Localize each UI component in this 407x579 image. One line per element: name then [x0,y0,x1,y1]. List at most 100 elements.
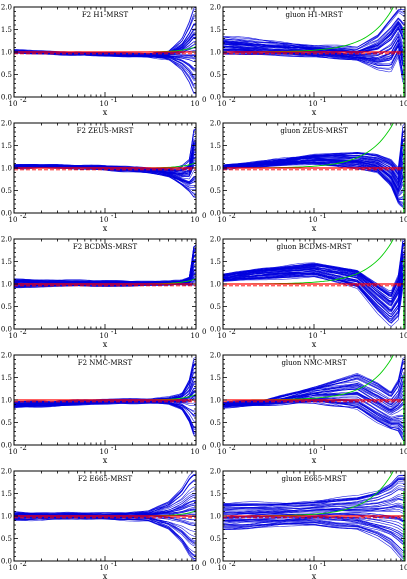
x-tick-exponent: -2 [229,444,236,452]
band-curve [223,49,405,74]
band-curve [223,9,405,48]
y-tick-label: 0.5 [210,303,221,311]
y-tick-label: 0.5 [1,303,12,311]
band-curve [223,273,405,320]
band-curve [14,516,196,557]
band-curve [223,276,405,327]
band-curve [223,273,405,318]
band-curve [14,251,196,285]
band-curve [14,128,196,169]
y-tick-label: 0.0 [210,94,221,102]
y-tick-label: 0.0 [210,442,221,450]
x-tick-label: 10 [100,564,109,572]
band-curve [223,253,405,302]
band-curve [14,248,196,285]
band-curve [223,487,405,510]
panel-curves [14,471,196,561]
x-tick-exponent: 0 [202,328,206,336]
panel: 0.00.51.01.52.010-210-1100xgluon H1-MRST [210,4,407,118]
x-axis-title: x [312,456,317,465]
x-tick-exponent: -1 [111,560,118,568]
y-tick-label: 0.0 [1,326,12,334]
panel-title: gluon BCDMS-MRST [277,243,352,251]
panel-title: F2 BCDMS-MRST [73,243,138,251]
y-tick-label: 0.0 [1,442,12,450]
x-tick-exponent: -1 [111,212,118,220]
x-tick-label: 10 [9,100,18,108]
y-tick-label: 1.0 [1,397,12,405]
band-curve [223,130,405,172]
x-tick-label: 10 [218,100,227,108]
band-curve [14,254,196,284]
x-axis-title: x [312,340,317,349]
band-curve [14,364,196,404]
y-tick-label: 1.5 [1,258,12,266]
band-curve [223,394,405,414]
x-axis-title: x [103,456,108,465]
x-tick-label: 10 [218,564,227,572]
band-curve [14,129,196,170]
y-tick-label: 1.0 [210,397,221,405]
band-curve [14,401,196,433]
y-tick-label: 1.0 [210,49,221,57]
y-tick-label: 0.0 [1,210,12,218]
x-tick-exponent: -2 [20,328,27,336]
y-tick-label: 1.0 [210,165,221,173]
y-tick-label: 2.0 [1,120,12,128]
x-tick-label: 10 [218,216,227,224]
band-curve [14,248,196,284]
x-tick-label: 10 [309,216,318,224]
panel-curves [14,7,196,95]
y-tick-label: 1.0 [210,281,221,289]
x-tick-exponent: 0 [202,212,206,220]
y-tick-label: 1.0 [210,513,221,521]
band-curve [14,250,196,284]
band-curve [223,39,405,58]
y-tick-label: 1.0 [1,281,12,289]
panel-title: F2 ZEUS-MRST [77,127,134,135]
x-tick-label: 10 [100,100,109,108]
band-curve [14,486,196,516]
y-tick-label: 1.5 [210,374,221,382]
band-curve [14,23,196,55]
x-tick-label: 10 [191,216,200,224]
band-curve [223,475,405,506]
x-tick-label: 10 [191,100,200,108]
x-axis-title: x [103,108,108,117]
y-tick-label: 1.5 [1,490,12,498]
band-curve [14,362,196,404]
y-tick-label: 1.5 [1,26,12,34]
panel-curves [14,127,196,198]
band-curve [14,516,196,545]
band-curve [223,516,405,535]
x-tick-label: 10 [9,448,18,456]
y-tick-label: 0.0 [210,326,221,334]
band-curve [14,247,196,283]
panel-curves [223,471,405,561]
x-tick-label: 10 [400,100,407,108]
y-tick-label: 0.0 [210,210,221,218]
x-tick-exponent: -1 [320,444,327,452]
x-tick-label: 10 [9,564,18,572]
y-tick-label: 1.5 [210,142,221,150]
y-tick-label: 1.5 [210,26,221,34]
y-tick-label: 2.0 [210,468,221,476]
band-curve [14,253,196,285]
band-curve [14,141,196,171]
y-tick-label: 0.0 [210,558,221,566]
panel-curves [14,356,196,437]
x-tick-label: 10 [191,448,200,456]
band-curve [223,494,405,510]
y-tick-label: 1.5 [1,142,12,150]
band-curve [14,516,196,556]
x-axis-title: x [312,224,317,233]
band-curve [223,497,405,513]
x-tick-label: 10 [191,564,200,572]
y-tick-label: 2.0 [210,120,221,128]
band-curve [14,15,196,55]
x-tick-exponent: -2 [229,328,236,336]
x-tick-label: 10 [9,332,18,340]
band-curve [14,517,196,561]
y-tick-label: 0.5 [1,71,12,79]
